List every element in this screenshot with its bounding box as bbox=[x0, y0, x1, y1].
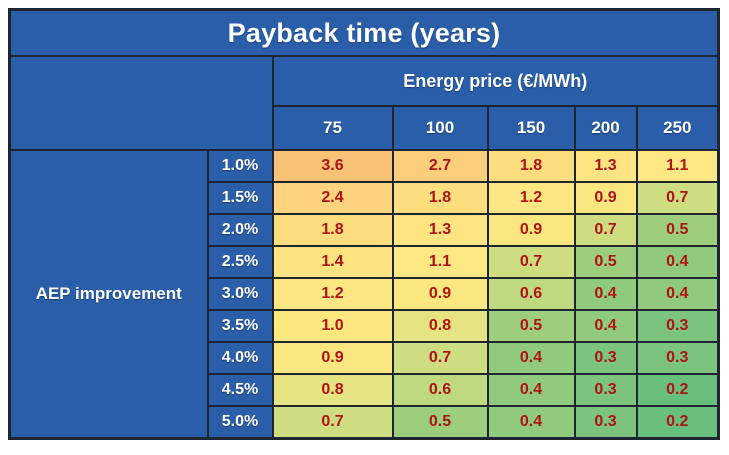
aep-row-label: 2.5% bbox=[206, 245, 274, 279]
payback-table: Payback time (years) Energy price (€/MWh… bbox=[8, 8, 720, 440]
heat-cell: 0.4 bbox=[486, 405, 576, 440]
aep-row-label: 1.5% bbox=[206, 181, 274, 215]
heat-cell: 0.3 bbox=[635, 341, 720, 375]
table-row: 3.5% 1.0 0.8 0.5 0.4 0.3 bbox=[10, 309, 720, 343]
col-header-energy-price-1: 75 bbox=[271, 105, 394, 151]
heat-cell: 1.2 bbox=[486, 181, 576, 215]
aep-row-label: 4.0% bbox=[206, 341, 274, 375]
heat-cell: 1.8 bbox=[486, 149, 576, 183]
heat-cell: 1.1 bbox=[635, 149, 720, 183]
table-row: 5.0% 0.7 0.5 0.4 0.3 0.2 bbox=[10, 405, 720, 440]
heat-cell: 0.8 bbox=[391, 309, 489, 343]
heat-cell: 0.9 bbox=[271, 341, 394, 375]
heat-cell: 2.7 bbox=[391, 149, 489, 183]
table-row: 3.0% 1.2 0.9 0.6 0.4 0.4 bbox=[10, 277, 720, 311]
heat-cell: 0.7 bbox=[391, 341, 489, 375]
column-group-header-row: Energy price (€/MWh) bbox=[8, 55, 720, 151]
heat-cell: 0.2 bbox=[635, 373, 720, 407]
heat-cell: 0.4 bbox=[573, 277, 638, 311]
heat-cell: 1.8 bbox=[391, 181, 489, 215]
heat-cell: 2.4 bbox=[271, 181, 394, 215]
table-row: AEP improvement 1.0% 3.6 2.7 1.8 1.3 1.1 bbox=[8, 149, 720, 440]
table-row: 4.0% 0.9 0.7 0.4 0.3 0.3 bbox=[10, 341, 720, 375]
heat-cell: 0.6 bbox=[486, 277, 576, 311]
table-row: 2.5% 1.4 1.1 0.7 0.5 0.4 bbox=[10, 245, 720, 279]
heat-cell: 1.2 bbox=[271, 277, 394, 311]
aep-row-label: 3.5% bbox=[206, 309, 274, 343]
heat-cell: 1.8 bbox=[271, 213, 394, 247]
heat-cell: 0.8 bbox=[271, 373, 394, 407]
heat-cell: 0.9 bbox=[573, 181, 638, 215]
col-header-energy-price-3: 150 bbox=[486, 105, 576, 151]
aep-row-label: 4.5% bbox=[206, 373, 274, 407]
heat-cell: 0.4 bbox=[486, 341, 576, 375]
heat-cell: 0.4 bbox=[573, 309, 638, 343]
heat-cell: 0.7 bbox=[635, 181, 720, 215]
column-labels-row: 75 100 150 200 250 bbox=[10, 105, 720, 151]
heat-cell: 0.3 bbox=[573, 405, 638, 440]
table-row: 2.0% 1.8 1.3 0.9 0.7 0.5 bbox=[10, 213, 720, 247]
heat-cell: 0.9 bbox=[391, 277, 489, 311]
heat-cell: 0.5 bbox=[635, 213, 720, 247]
heat-cell: 0.7 bbox=[271, 405, 394, 440]
heat-cell: 0.2 bbox=[635, 405, 720, 440]
heat-cell: 0.3 bbox=[573, 341, 638, 375]
heat-cell: 0.4 bbox=[635, 277, 720, 311]
aep-row-label: 2.0% bbox=[206, 213, 274, 247]
heat-cell: 0.5 bbox=[391, 405, 489, 440]
aep-row-label: 3.0% bbox=[206, 277, 274, 311]
col-header-energy-price-5: 250 bbox=[635, 105, 720, 151]
heat-cell: 0.4 bbox=[635, 245, 720, 279]
corner-spacer bbox=[8, 55, 274, 151]
payback-heatmap: Payback time (years) Energy price (€/MWh… bbox=[8, 8, 720, 440]
heat-cell: 0.3 bbox=[573, 373, 638, 407]
heat-cell: 0.6 bbox=[391, 373, 489, 407]
heat-cell: 1.4 bbox=[271, 245, 394, 279]
heat-cell: 0.5 bbox=[486, 309, 576, 343]
aep-row-label: 1.0% bbox=[206, 149, 274, 183]
title-row: Payback time (years) bbox=[8, 8, 720, 57]
heat-cell: 3.6 bbox=[271, 149, 394, 183]
col-header-energy-price-4: 200 bbox=[573, 105, 638, 151]
aep-row-label: 5.0% bbox=[206, 405, 274, 440]
heat-cell: 0.9 bbox=[486, 213, 576, 247]
table-row: 4.5% 0.8 0.6 0.4 0.3 0.2 bbox=[10, 373, 720, 407]
row-axis-label: AEP improvement bbox=[8, 149, 209, 440]
energy-price-header: Energy price (€/MWh) bbox=[271, 55, 720, 107]
heat-cell: 0.7 bbox=[486, 245, 576, 279]
heat-cell: 0.3 bbox=[635, 309, 720, 343]
heat-cell: 0.4 bbox=[486, 373, 576, 407]
table-row: 1.5% 2.4 1.8 1.2 0.9 0.7 bbox=[10, 181, 720, 215]
heat-cell: 0.5 bbox=[573, 245, 638, 279]
heat-cell: 1.0 bbox=[271, 309, 394, 343]
page-title: Payback time (years) bbox=[8, 8, 720, 57]
heat-cell: 1.3 bbox=[573, 149, 638, 183]
col-header-energy-price-2: 100 bbox=[391, 105, 489, 151]
heat-cell: 1.3 bbox=[391, 213, 489, 247]
heat-cell: 0.7 bbox=[573, 213, 638, 247]
heat-cell: 1.1 bbox=[391, 245, 489, 279]
